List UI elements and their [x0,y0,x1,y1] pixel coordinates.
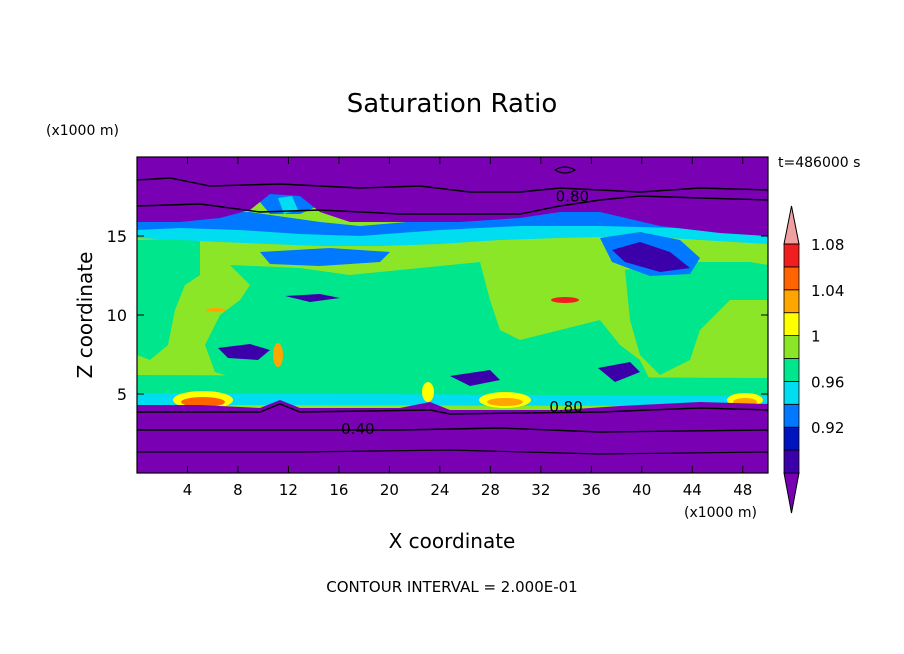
field-darkblue-cell-2 [598,362,640,382]
colorbar-segment [783,312,800,337]
saturation-field [137,157,768,473]
x-tick-label: 32 [531,481,550,499]
contour-interval-footer: CONTOUR INTERVAL = 2.000E-01 [326,578,577,596]
contour-labels: 0.80 0.80 0.40 [341,188,589,438]
field-cyan-patch-top-left [278,196,298,214]
y-tick-label: 10 [107,306,127,325]
field-dry-upper-band [137,157,768,236]
colorbar-segment [783,358,800,382]
colorbar-lower-extension [783,472,800,514]
contour-line-upper-2 [137,195,768,215]
contour-line-lower-3 [137,449,768,455]
x-tick-label: 4 [183,481,193,499]
field-warm-blob-1-core [181,397,225,407]
colorbar-segment [783,449,800,474]
x-tick-label: 40 [632,481,651,499]
field-warm-blob-4 [422,382,434,402]
field-dry-lower-band [137,400,768,473]
colorbar-segment [783,426,800,451]
x-unit-label: (x1000 m) [684,505,757,521]
y-axis-label: Z coordinate [73,252,97,379]
chart-title: Saturation Ratio [347,89,558,119]
y-unit-label: (x1000 m) [46,123,119,139]
x-axis: 4 8 12 16 20 24 28 32 36 40 44 48 [183,157,752,499]
contour-line-lower-2 [137,427,768,433]
field-blue-patch-left-mid [260,248,390,266]
colorbar-label: 1.08 [811,236,844,254]
field-warm-blob-2-core [487,398,523,406]
x-tick-label: 28 [481,481,500,499]
x-tick-label: 24 [430,481,449,499]
colorbar-segment [783,266,800,291]
colorbar-upper-extension [783,205,800,245]
y-axis: 5 10 15 [107,227,768,404]
x-tick-label: 8 [233,481,243,499]
x-tick-label: 12 [279,481,298,499]
field-teal-region-east [625,262,768,375]
x-tick-label: 36 [582,481,601,499]
x-axis-label: X coordinate [389,529,516,553]
colorbar-segment [783,289,800,314]
colorbar-segment [783,243,800,268]
field-darkblue-cell-1 [218,344,270,360]
field-teal-region-west [137,238,200,360]
contour-label: 0.80 [556,188,589,206]
y-tick-label: 15 [107,227,127,246]
colorbar-segment [783,335,800,359]
x-tick-label: 48 [733,481,752,499]
field-cyan-lower-band [137,393,768,406]
field-darkblue-patch-right [612,242,690,272]
field-warm-blob-7 [206,308,226,312]
y-tick-label: 5 [117,385,127,404]
colorbar-label: 1.04 [811,282,844,300]
field-warm-blob-6 [551,297,579,303]
field-warm-blob-5 [273,343,283,367]
contour-label: 0.40 [341,420,374,438]
field-darkblue-cell-4 [285,294,340,302]
colorbar-label: 0.92 [811,419,844,437]
time-label: t=486000 s [778,155,860,171]
x-tick-label: 20 [380,481,399,499]
colorbar-label: 0.96 [811,373,844,391]
field-darkblue-cell-3 [450,370,500,386]
x-tick-label: 16 [329,481,348,499]
colorbar-segment [783,380,800,405]
colorbar-segment [783,403,800,428]
contour-line-upper-1 [137,177,768,193]
colorbar: 0.92 0.96 1 1.04 1.08 [783,205,844,514]
contour-label: 0.80 [549,398,582,416]
colorbar-label: 1 [811,328,821,346]
contour-line-lower-1 [137,403,768,415]
contour-line-upper-3 [553,166,577,174]
x-tick-label: 44 [683,481,702,499]
